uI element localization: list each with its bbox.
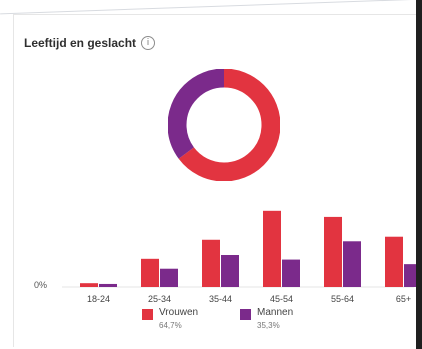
x-tick-label: 45-54 <box>270 294 293 304</box>
bar-vrouwen-35-44[interactable] <box>202 239 220 287</box>
bar-vrouwen-25-34[interactable] <box>141 258 159 287</box>
info-icon[interactable]: i <box>141 36 156 50</box>
bar-mannen-45-54[interactable] <box>282 259 300 287</box>
women-swatch <box>142 309 153 320</box>
legend-women-pct: 64,7% <box>159 321 182 330</box>
men-swatch <box>240 309 251 320</box>
bar-mannen-35-44[interactable] <box>221 255 239 287</box>
gender-donut-chart <box>168 69 280 181</box>
legend-men-pct: 35,3% <box>257 321 280 330</box>
x-tick-label: 55-64 <box>331 294 354 304</box>
card-title-text: Leeftijd en geslacht <box>24 36 137 50</box>
bar-vrouwen-55-64[interactable] <box>324 216 342 287</box>
age-bar-chart: 0% 18-24 25-34 35-44 45-54 55-64 65+ <box>34 210 418 304</box>
x-tick-label: 65+ <box>396 294 411 304</box>
x-tick-label: 35-44 <box>209 294 232 304</box>
card-title: Leeftijd en geslacht i <box>24 36 156 50</box>
bar-mannen-18-24[interactable] <box>99 283 117 287</box>
donut-segment-mannen[interactable] <box>168 69 280 181</box>
legend-women-label: Vrouwen <box>159 307 199 318</box>
bar-mannen-25-34[interactable] <box>160 268 178 287</box>
x-tick-label: 25-34 <box>148 294 171 304</box>
background-line <box>0 0 422 15</box>
bar-vrouwen-65+[interactable] <box>385 236 403 287</box>
bar-vrouwen-18-24[interactable] <box>80 283 98 287</box>
y-axis-zero-label: 0% <box>34 280 47 290</box>
bar-mannen-65+[interactable] <box>404 264 418 287</box>
age-gender-card: Leeftijd en geslacht i 0% 18-24 25-34 35-44… <box>13 14 418 347</box>
legend-men-label: Mannen <box>257 307 294 318</box>
bar-mannen-55-64[interactable] <box>343 241 361 287</box>
x-tick-label: 18-24 <box>87 294 110 304</box>
bar-vrouwen-45-54[interactable] <box>263 210 281 287</box>
legend-women: Vrouwen 64,7% <box>142 307 198 330</box>
card-edge <box>416 0 422 349</box>
legend-men: Mannen 35,3% <box>240 307 293 330</box>
